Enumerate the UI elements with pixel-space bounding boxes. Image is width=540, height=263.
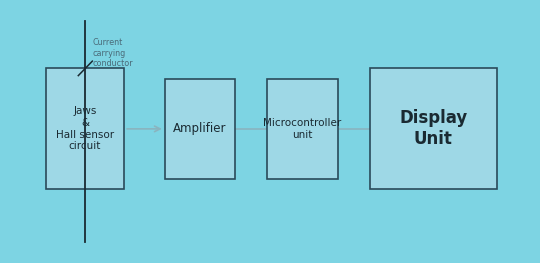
Bar xyxy=(46,68,124,189)
Text: Amplifier: Amplifier xyxy=(173,122,227,135)
Bar xyxy=(165,79,235,179)
Text: Jaws
&
Hall sensor
circuit: Jaws & Hall sensor circuit xyxy=(56,107,114,151)
Bar xyxy=(370,68,497,189)
Text: Microcontroller
unit: Microcontroller unit xyxy=(264,118,341,140)
Text: Display
Unit: Display Unit xyxy=(399,109,468,148)
Text: Current
carrying
conductor: Current carrying conductor xyxy=(93,38,133,68)
Bar xyxy=(267,79,338,179)
